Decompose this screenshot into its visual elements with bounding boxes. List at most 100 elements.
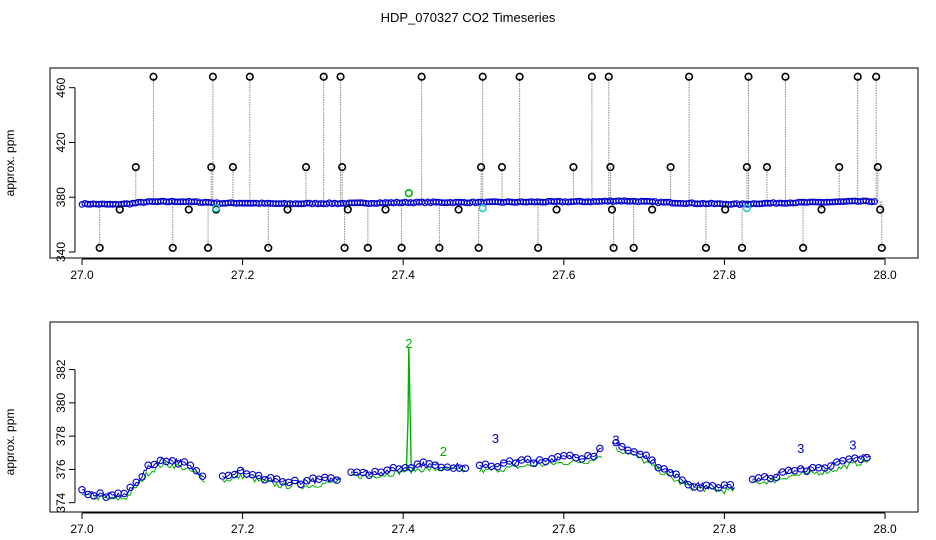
top-black-point [381, 205, 390, 214]
top-black-point [606, 163, 615, 172]
top-black-point [301, 163, 311, 172]
bottom-blue-point [96, 489, 104, 497]
bottom-blue-point [236, 466, 245, 475]
top-black-point [853, 72, 862, 81]
top-black-point [569, 163, 578, 172]
bottom-blue-line [222, 468, 342, 486]
bottom-blue-point [696, 484, 705, 492]
top-black-point [684, 72, 694, 81]
bottom-blue-point [541, 457, 550, 466]
top-black-point [515, 72, 524, 81]
bottom-blue-point [297, 480, 305, 489]
top-cyan-point [478, 204, 487, 213]
bottom-y-tick-label: 376 [54, 459, 68, 479]
bottom-blue-point [726, 480, 735, 489]
top-black-point [228, 163, 238, 172]
bottom-blue-point [291, 476, 299, 485]
bottom-green-line [222, 472, 342, 490]
bottom-blue-point [827, 462, 835, 470]
top-black-point [737, 243, 747, 252]
top-black-point [417, 72, 426, 81]
top-black-point [587, 72, 597, 81]
bottom-blue-point [596, 444, 604, 453]
top-black-point [168, 243, 177, 252]
bottom-blue-marker-label: 3 [612, 432, 619, 447]
bottom-blue-point [138, 473, 146, 481]
top-y-tick-label: 420 [54, 132, 68, 152]
bottom-blue-marker-label: 3 [492, 431, 499, 446]
bottom-green-spike [405, 347, 412, 470]
bottom-x-tick-label: 27.0 [70, 522, 94, 536]
top-black-point [340, 243, 349, 252]
top-black-point [115, 205, 124, 214]
top-black-point [872, 72, 881, 81]
bottom-blue-point [648, 456, 656, 464]
bottom-x-tick-label: 27.2 [231, 522, 255, 536]
top-baseline-point [871, 198, 878, 205]
bottom-y-tick-label: 382 [54, 359, 68, 379]
top-black-point [338, 163, 347, 172]
bottom-blue-point [714, 484, 723, 492]
top-black-point [397, 243, 406, 252]
top-cyan-point [742, 204, 751, 213]
bottom-blue-point [407, 464, 415, 472]
top-markers [95, 72, 886, 252]
top-y-tick-label: 340 [54, 242, 68, 262]
bottom-blue-point [272, 475, 281, 483]
top-gray-lines [99, 76, 883, 248]
bottom-blue-point [523, 455, 532, 463]
top-y-axis: 340 380 420 460 [54, 77, 76, 262]
top-black-point [721, 205, 730, 214]
bottom-blue-marker-label: 3 [849, 437, 856, 452]
bottom-blue-point [612, 438, 620, 447]
top-black-point [207, 163, 216, 172]
bottom-y-tick-label: 378 [54, 426, 68, 446]
bottom-blue-point [365, 471, 373, 479]
bottom-blue-point [618, 442, 626, 451]
top-black-point [744, 72, 753, 81]
bottom-blue-point [120, 489, 128, 498]
top-black-point [648, 205, 657, 214]
top-green-point [404, 189, 413, 198]
bottom-y-tick-label: 380 [54, 393, 68, 413]
bottom-blue-point [630, 448, 638, 456]
bottom-blue-point [672, 470, 680, 478]
top-black-point [835, 163, 844, 172]
top-black-point [343, 205, 352, 214]
top-black-point [762, 163, 772, 172]
top-black-point [534, 243, 543, 252]
top-y-tick-label: 460 [54, 77, 68, 97]
bottom-x-tick-label: 27.6 [552, 522, 576, 536]
top-black-point [95, 243, 104, 252]
bottom-blue-point [383, 466, 391, 474]
top-black-point [454, 205, 463, 214]
top-black-point [701, 243, 711, 252]
top-black-point [319, 72, 328, 81]
bottom-y-axis: 374 376 378 380 382 [54, 359, 76, 513]
bottom-blue-point [590, 452, 598, 461]
top-black-point [435, 243, 444, 252]
bottom-x-tick-label: 28.0 [873, 522, 897, 536]
top-black-point [476, 163, 486, 172]
top-black-point [478, 72, 487, 81]
top-x-axis: 27.0 27.2 27.4 27.6 27.8 28.0 [70, 258, 897, 282]
top-black-point [336, 72, 345, 81]
bottom-blue-point [642, 451, 650, 460]
top-black-point [817, 205, 826, 214]
top-black-point [552, 205, 561, 214]
top-x-tick-label: 27.0 [70, 268, 94, 282]
bottom-blue-point [192, 466, 201, 475]
top-baseline-point [868, 198, 876, 206]
bottom-blue-line [752, 454, 872, 482]
top-black-point [876, 205, 885, 214]
bottom-y-axis-title: approx. ppm [3, 409, 17, 476]
top-black-point [666, 163, 675, 172]
top-black-point [742, 163, 751, 172]
bottom-x-axis: 27.0 27.2 27.4 27.6 27.8 28.0 [70, 512, 897, 536]
bottom-blue-point [461, 464, 470, 472]
top-black-point [363, 243, 372, 252]
top-x-tick-label: 27.8 [713, 268, 737, 282]
top-black-point [264, 243, 273, 252]
top-black-point [798, 243, 808, 252]
